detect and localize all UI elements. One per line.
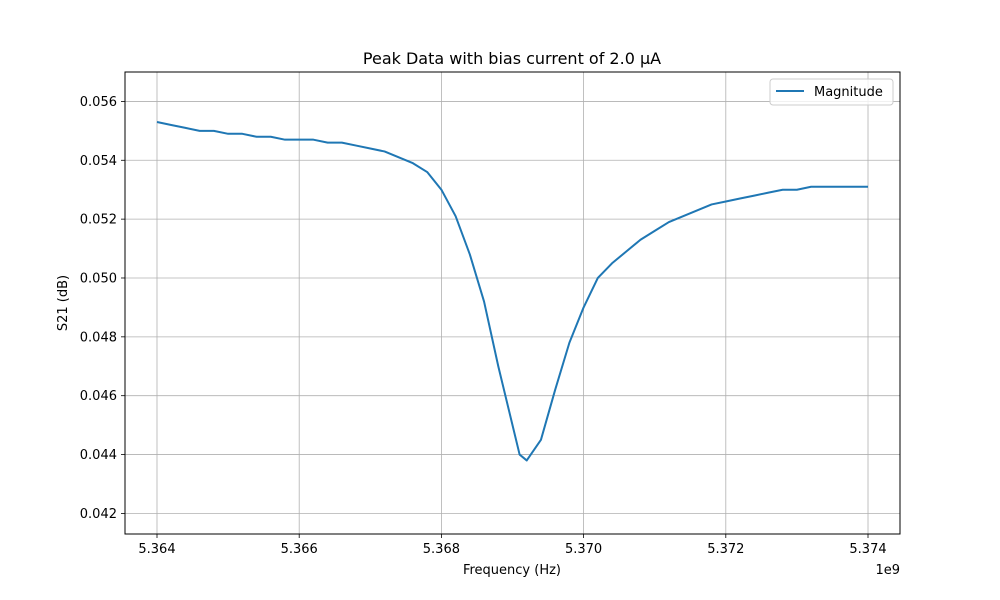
- series-layer: [156, 121, 868, 462]
- plot-area-frame: [124, 71, 901, 535]
- x-tick-label: 5.370: [565, 542, 602, 557]
- x-axis-offset-label: 1e9: [875, 563, 900, 578]
- x-axis-ticks: 5.364 5.366 5.368 5.370 5.372 5.374: [138, 534, 887, 557]
- y-tick-label: 0.042: [80, 507, 117, 522]
- x-tick-label: 5.368: [423, 542, 460, 557]
- y-tick-label: 0.056: [80, 95, 117, 110]
- y-tick-label: 0.044: [80, 448, 117, 463]
- y-axis-ticks: 0.042 0.044 0.046 0.048 0.050 0.052 0.054 0.056: [80, 95, 125, 522]
- y-tick-label: 0.046: [80, 389, 117, 404]
- x-tick-label: 5.366: [281, 542, 318, 557]
- x-axis-label: Frequency (Hz): [463, 563, 561, 578]
- legend-box: [769, 78, 894, 106]
- y-tick-label: 0.048: [80, 330, 117, 345]
- y-tick-label: 0.052: [80, 213, 117, 228]
- series-line-magnitude: [156, 121, 868, 462]
- legend-label-magnitude: Magnitude: [814, 85, 883, 100]
- grid: [125, 72, 900, 534]
- chart-title: Peak Data with bias current of 2.0 μA: [363, 49, 661, 68]
- legend: Magnitude: [769, 78, 894, 106]
- x-tick-label: 5.372: [707, 542, 744, 557]
- y-axis-label: S21 (dB): [56, 275, 71, 331]
- y-tick-label: 0.050: [80, 271, 117, 286]
- x-tick-label: 5.374: [849, 542, 886, 557]
- x-tick-label: 5.364: [138, 542, 175, 557]
- y-tick-label: 0.054: [80, 154, 117, 169]
